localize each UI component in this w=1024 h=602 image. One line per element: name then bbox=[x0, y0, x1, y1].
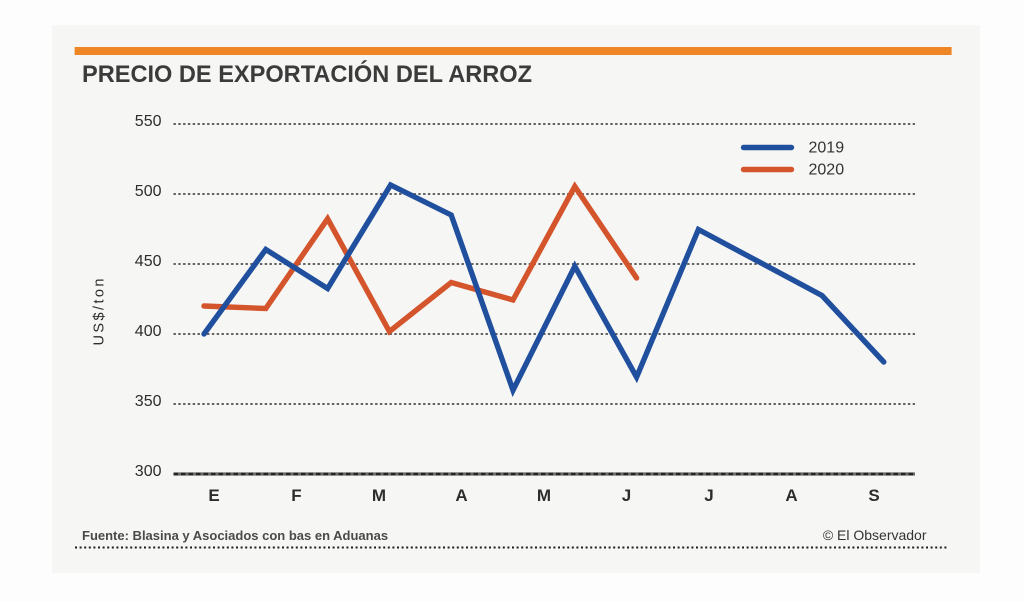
svg-text:J: J bbox=[622, 486, 631, 505]
svg-text:2019: 2019 bbox=[809, 140, 845, 157]
svg-text:300: 300 bbox=[135, 463, 162, 480]
svg-text:S: S bbox=[868, 486, 879, 505]
svg-text:A: A bbox=[785, 486, 797, 505]
svg-text:500: 500 bbox=[135, 183, 162, 200]
svg-text:J: J bbox=[704, 486, 713, 505]
svg-text:450: 450 bbox=[135, 253, 162, 270]
svg-text:M: M bbox=[537, 486, 551, 505]
svg-text:400: 400 bbox=[135, 323, 162, 340]
svg-text:350: 350 bbox=[135, 393, 162, 410]
svg-text:2020: 2020 bbox=[809, 162, 845, 179]
svg-text:© El Observador: © El Observador bbox=[823, 527, 927, 543]
svg-text:M: M bbox=[372, 486, 386, 505]
svg-text:F: F bbox=[291, 486, 301, 505]
svg-text:E: E bbox=[208, 486, 219, 505]
svg-text:550: 550 bbox=[135, 113, 162, 130]
svg-text:Fuente: Blasina y Asociados co: Fuente: Blasina y Asociados con bas en A… bbox=[82, 528, 388, 543]
svg-text:PRECIO DE EXPORTACIÓN DEL ARRO: PRECIO DE EXPORTACIÓN DEL ARROZ bbox=[82, 60, 532, 88]
svg-text:A: A bbox=[455, 486, 467, 505]
